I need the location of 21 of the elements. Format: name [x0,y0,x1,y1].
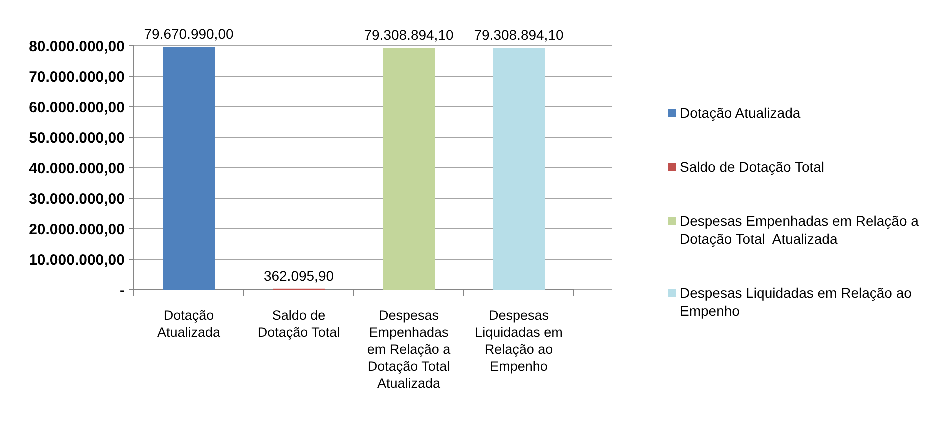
y-tick-label: 30.000.000,00 [29,190,125,208]
data-label: 362.095,90 [264,268,334,284]
x-tick-label: Despesas Liquidadas em Relação ao Empenho [475,308,563,374]
y-tick-label: 20.000.000,00 [29,221,125,238]
y-tick-label: 80.000.000,00 [29,38,125,56]
legend-label: Dotação Atualizada [680,105,801,121]
y-tick-label: 60.000.000,00 [29,99,125,116]
x-tick-label: Dotação Atualizada [157,308,222,340]
legend-label: Despesas Empenhadas em Relação a Dotação Total Atualizada [680,213,920,247]
y-tick-label: 10.000.000,00 [29,252,125,269]
y-tick-label: 50.000.000,00 [29,130,125,147]
legend-label: Despesas Liquidadas em Relação ao Empenho [680,285,912,319]
y-tick-label: 70.000.000,00 [29,68,125,86]
legend-label: Saldo de Dotação Total [680,159,825,175]
data-label: 79.308.894,10 [364,27,454,44]
y-tick-label: - [120,282,125,300]
data-label: 79.670.990,00 [144,26,234,42]
x-tick-label: Despesas Empenhadas em Relação a Dotação Total Atualizada [367,308,452,391]
y-tick-label: 40.000.000,00 [29,160,125,178]
x-tick-label: Saldo de Dotação Total [258,308,340,340]
data-label: 79.308.894,10 [474,27,564,44]
